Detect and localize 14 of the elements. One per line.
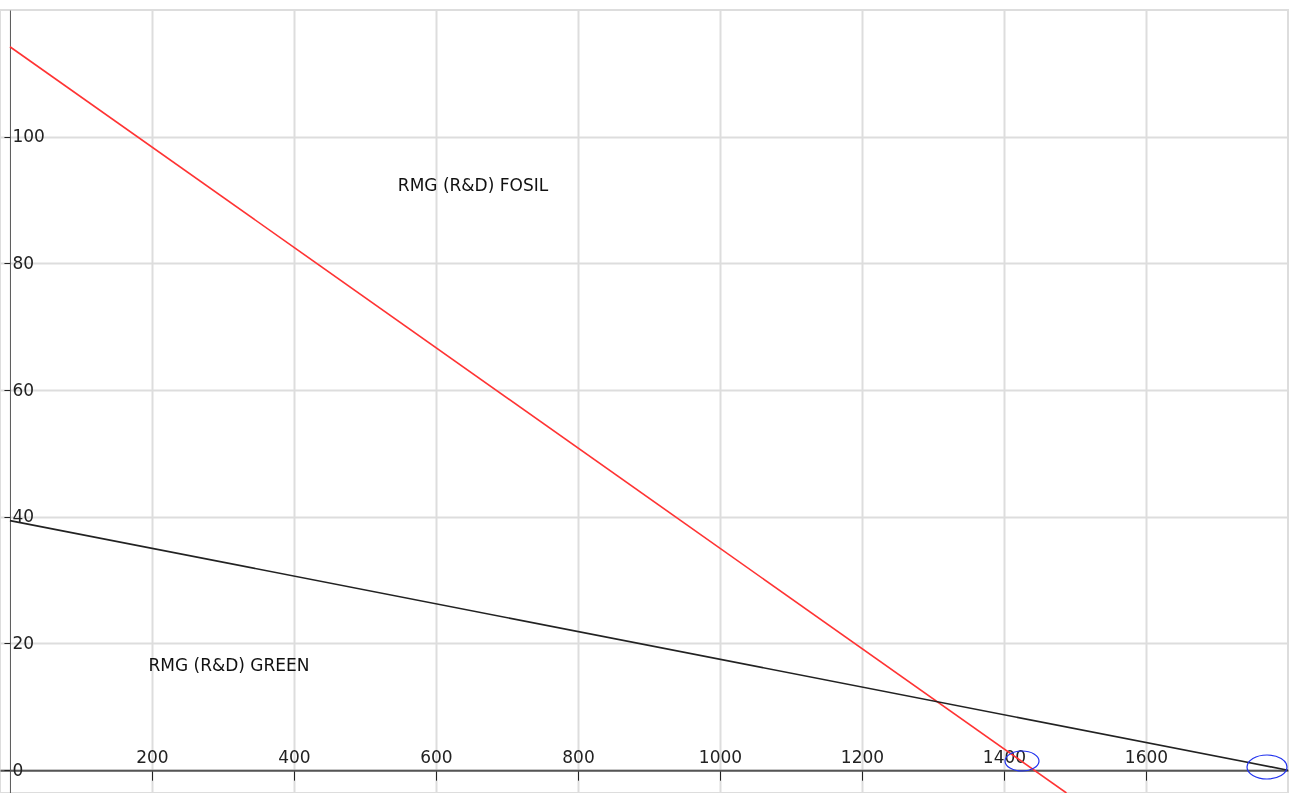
y-tick-label: 60: [12, 379, 35, 400]
x-tick-label: 400: [278, 746, 311, 767]
annotation: RMG (R&D) FOSIL: [397, 175, 549, 195]
y-tick-label: 80: [12, 252, 35, 273]
y-tick-label: 20: [12, 633, 35, 653]
annotation: RMG (R&D) GREEN: [148, 655, 310, 675]
x-tick-label: 800: [562, 746, 595, 767]
y-tick-label: 40: [12, 506, 35, 527]
y-tick-label: 100: [12, 126, 45, 147]
x-tick-label: 1200: [840, 746, 885, 767]
x-tick-label: 1000: [698, 746, 743, 767]
x-tick-label: 600: [420, 746, 453, 767]
x-tick-label: 1600: [1124, 746, 1169, 767]
x-tick-label: 200: [136, 746, 169, 767]
